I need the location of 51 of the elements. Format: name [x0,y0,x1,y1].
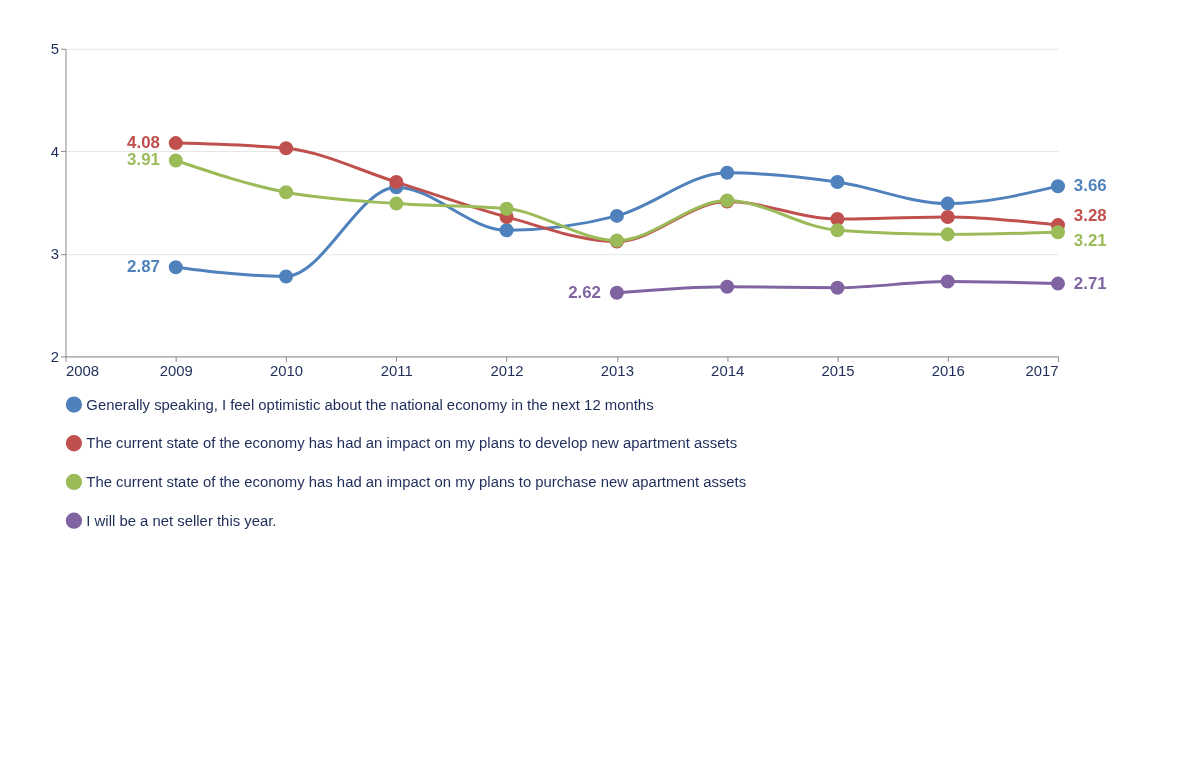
point [830,280,845,295]
point [940,274,955,289]
x-tick-label: 2013 [600,362,634,379]
point [168,136,183,151]
y-tick-label: 3 [50,246,60,263]
point [940,196,955,211]
point [279,269,294,284]
point [830,175,845,190]
x-tick-label: 2015 [821,362,855,379]
data-label: 3.21 [1073,231,1107,251]
x-tick-label: 2010 [270,362,304,379]
point [609,285,624,300]
y-tick-label: 4 [50,143,60,160]
point [830,211,845,226]
point [389,175,404,190]
point [279,185,294,200]
point [499,201,514,216]
point [168,153,183,168]
legend-label: Generally speaking, I feel optimistic about the national economy in the next 12 months [86,396,654,413]
point [1050,276,1065,291]
x-tick-label: 2017 [1025,362,1059,379]
x-tick-label: 2011 [380,362,413,379]
point [389,196,404,211]
point [168,260,183,275]
legend-label: The current state of the economy has had an impact on my plans to purchase new apartment assets [86,473,747,490]
legend-label: The current state of the economy has had an impact on my plans to develop new apartment assets [86,435,738,452]
data-label: 3.66 [1073,176,1107,196]
point [720,279,735,294]
point [940,227,955,242]
point [940,209,955,224]
x-tick-label: 2009 [159,362,193,379]
point [1050,225,1065,240]
x-tick-label: 2014 [711,362,745,379]
data-label: 2.62 [568,282,601,302]
data-label: 2.71 [1073,273,1107,293]
legend-label: I will be a net seller this year. [86,512,277,529]
data-label: 3.91 [127,150,160,170]
data-label: 2.87 [127,257,160,277]
point [609,208,624,223]
y-tick-label: 2 [50,348,60,365]
data-label: 3.28 [1073,206,1107,226]
point [499,223,514,238]
x-tick-label: 2008 [66,362,100,379]
point [830,223,845,238]
point [1050,179,1065,194]
x-tick-label: 2012 [490,362,524,379]
point [279,141,294,156]
point [720,165,735,180]
y-tick-label: 5 [50,41,60,58]
x-tick-label: 2016 [931,362,965,379]
data-label: 4.08 [127,133,160,153]
